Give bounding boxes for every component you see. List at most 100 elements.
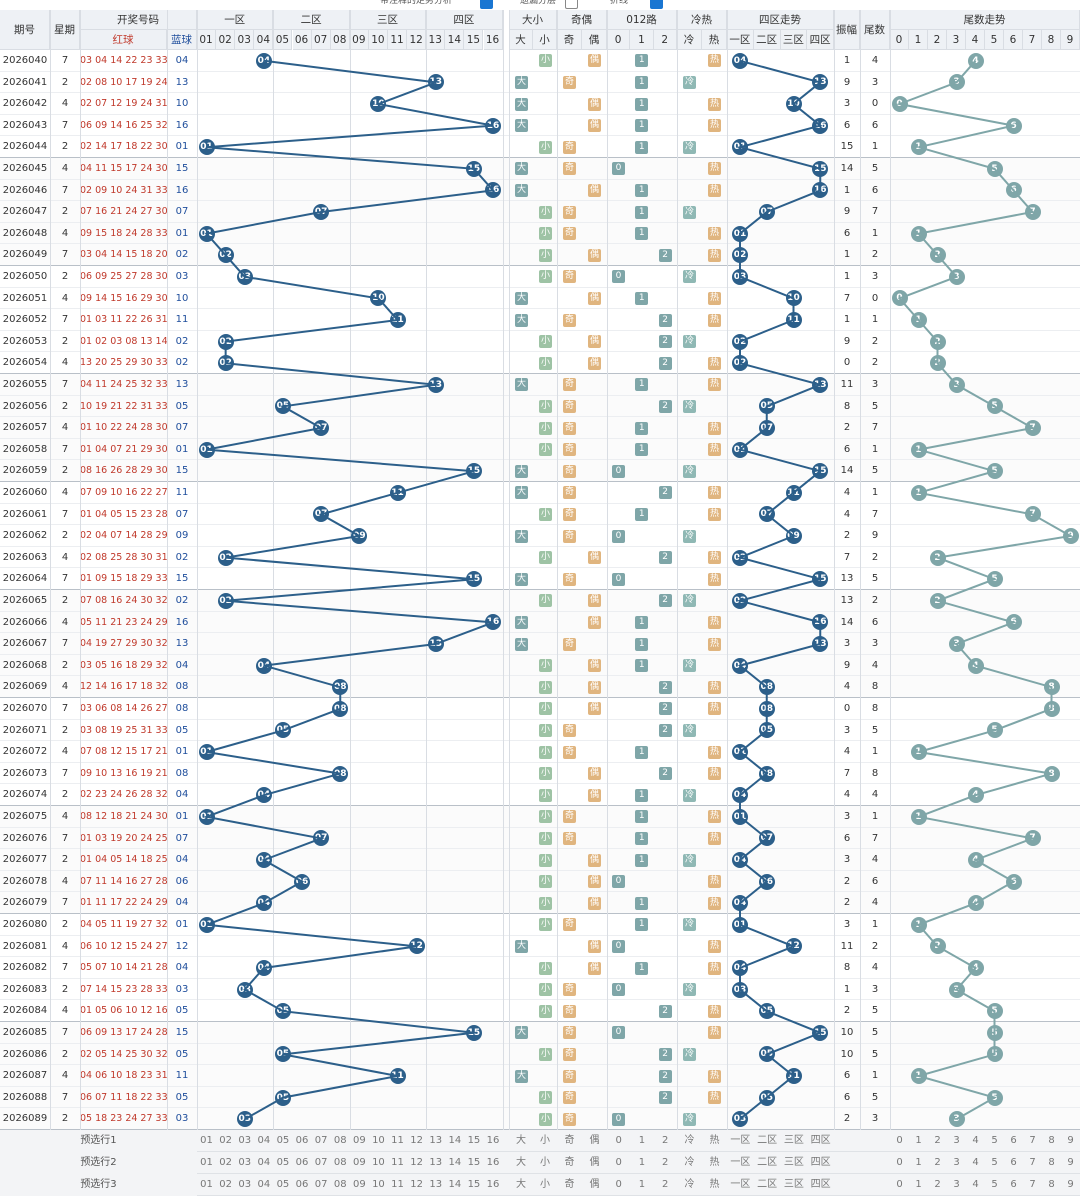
preselect-tail-option[interactable]: 8 bbox=[1048, 1157, 1055, 1168]
preselect-tail-option[interactable]: 8 bbox=[1048, 1135, 1055, 1146]
preselect-zone-option[interactable]: 三区 bbox=[783, 1157, 804, 1168]
preselect-option[interactable]: 偶 bbox=[589, 1157, 600, 1168]
preselect-tail-option[interactable]: 5 bbox=[991, 1157, 998, 1168]
preselect-tail-option[interactable]: 9 bbox=[1067, 1179, 1074, 1190]
preselect-zone-option[interactable]: 一区 bbox=[730, 1179, 751, 1190]
preselect-tail-option[interactable]: 0 bbox=[896, 1179, 903, 1190]
preselect-zone-option[interactable]: 一区 bbox=[730, 1135, 751, 1146]
preselect-blue-option[interactable]: 09 bbox=[352, 1179, 366, 1190]
preselect-blue-option[interactable]: 14 bbox=[448, 1179, 462, 1190]
preselect-blue-option[interactable]: 16 bbox=[486, 1179, 500, 1190]
preselect-option[interactable]: 0 bbox=[615, 1179, 622, 1190]
preselect-option[interactable]: 小 bbox=[540, 1157, 550, 1168]
preselect-blue-option[interactable]: 13 bbox=[429, 1157, 443, 1168]
preselect-blue-option[interactable]: 12 bbox=[410, 1135, 423, 1146]
preselect-blue-option[interactable]: 10 bbox=[372, 1157, 385, 1168]
preselect-option[interactable]: 小 bbox=[540, 1179, 550, 1190]
preselect-blue-option[interactable]: 05 bbox=[276, 1157, 290, 1168]
option-checkbox-0[interactable] bbox=[480, 0, 493, 9]
preselect-tail-option[interactable]: 6 bbox=[1010, 1157, 1017, 1168]
preselect-blue-option[interactable]: 07 bbox=[314, 1157, 328, 1168]
preselect-blue-option[interactable]: 06 bbox=[295, 1179, 309, 1190]
preselect-option[interactable]: 大 bbox=[516, 1157, 526, 1168]
preselect-tail-option[interactable]: 0 bbox=[896, 1157, 903, 1168]
preselect-tail-option[interactable]: 3 bbox=[953, 1135, 960, 1146]
preselect-tail-option[interactable]: 1 bbox=[915, 1157, 922, 1168]
preselect-blue-option[interactable]: 11 bbox=[391, 1179, 404, 1190]
preselect-blue-option[interactable]: 03 bbox=[238, 1135, 252, 1146]
preselect-tail-option[interactable]: 3 bbox=[953, 1179, 960, 1190]
preselect-blue-option[interactable]: 12 bbox=[410, 1179, 423, 1190]
preselect-tail-option[interactable]: 3 bbox=[953, 1157, 960, 1168]
preselect-zone-option[interactable]: 四区 bbox=[810, 1157, 831, 1168]
preselect-blue-option[interactable]: 02 bbox=[219, 1179, 232, 1190]
preselect-tail-option[interactable]: 0 bbox=[896, 1135, 903, 1146]
preselect-tail-option[interactable]: 1 bbox=[915, 1179, 922, 1190]
preselect-option[interactable]: 1 bbox=[638, 1157, 646, 1168]
preselect-blue-option[interactable]: 08 bbox=[333, 1135, 347, 1146]
preselect-tail-option[interactable]: 7 bbox=[1029, 1135, 1036, 1146]
preselect-blue-option[interactable]: 15 bbox=[467, 1135, 481, 1146]
preselect-option[interactable]: 冷 bbox=[684, 1135, 695, 1146]
preselect-blue-option[interactable]: 06 bbox=[295, 1157, 309, 1168]
preselect-option[interactable]: 0 bbox=[615, 1135, 622, 1146]
preselect-blue-option[interactable]: 14 bbox=[448, 1135, 462, 1146]
preselect-blue-option[interactable]: 04 bbox=[257, 1179, 271, 1190]
preselect-row[interactable] bbox=[0, 1152, 1080, 1174]
preselect-row[interactable] bbox=[0, 1130, 1080, 1152]
preselect-option[interactable]: 大 bbox=[516, 1135, 526, 1146]
preselect-tail-option[interactable]: 4 bbox=[972, 1135, 979, 1146]
preselect-tail-option[interactable]: 1 bbox=[915, 1135, 922, 1146]
preselect-option[interactable]: 1 bbox=[638, 1135, 646, 1146]
preselect-option[interactable]: 奇 bbox=[564, 1135, 575, 1146]
preselect-tail-option[interactable]: 6 bbox=[1010, 1135, 1017, 1146]
preselect-blue-option[interactable]: 04 bbox=[257, 1157, 271, 1168]
preselect-zone-option[interactable]: 二区 bbox=[757, 1135, 778, 1146]
preselect-blue-option[interactable]: 09 bbox=[352, 1135, 366, 1146]
preselect-blue-option[interactable]: 11 bbox=[391, 1157, 404, 1168]
preselect-option[interactable]: 0 bbox=[615, 1157, 622, 1168]
preselect-tail-option[interactable]: 5 bbox=[991, 1179, 998, 1190]
preselect-blue-option[interactable]: 06 bbox=[295, 1135, 309, 1146]
preselect-tail-option[interactable]: 7 bbox=[1029, 1157, 1036, 1168]
preselect-tail-option[interactable]: 4 bbox=[972, 1179, 979, 1190]
preselect-option[interactable]: 2 bbox=[662, 1157, 669, 1168]
preselect-blue-option[interactable]: 05 bbox=[276, 1135, 290, 1146]
preselect-blue-option[interactable]: 01 bbox=[200, 1179, 213, 1190]
preselect-tail-option[interactable]: 7 bbox=[1029, 1179, 1036, 1190]
preselect-blue-option[interactable]: 01 bbox=[200, 1135, 213, 1146]
preselect-blue-option[interactable]: 13 bbox=[429, 1135, 443, 1146]
preselect-option[interactable]: 1 bbox=[638, 1179, 646, 1190]
preselect-zone-option[interactable]: 一区 bbox=[730, 1157, 751, 1168]
preselect-blue-option[interactable]: 08 bbox=[333, 1157, 347, 1168]
preselect-blue-option[interactable]: 05 bbox=[276, 1179, 290, 1190]
preselect-tail-option[interactable]: 6 bbox=[1010, 1179, 1017, 1190]
preselect-blue-option[interactable]: 09 bbox=[352, 1157, 366, 1168]
preselect-option[interactable]: 偶 bbox=[589, 1179, 600, 1190]
preselect-option[interactable]: 热 bbox=[709, 1135, 720, 1146]
preselect-tail-option[interactable]: 4 bbox=[972, 1157, 979, 1168]
preselect-blue-option[interactable]: 04 bbox=[257, 1135, 271, 1146]
preselect-blue-option[interactable]: 02 bbox=[219, 1135, 232, 1146]
preselect-blue-option[interactable]: 16 bbox=[486, 1135, 500, 1146]
preselect-zone-option[interactable]: 二区 bbox=[757, 1157, 778, 1168]
preselect-option[interactable]: 热 bbox=[709, 1157, 720, 1168]
preselect-blue-option[interactable]: 11 bbox=[391, 1135, 404, 1146]
preselect-blue-option[interactable]: 16 bbox=[486, 1157, 500, 1168]
preselect-blue-option[interactable]: 15 bbox=[467, 1179, 481, 1190]
preselect-blue-option[interactable]: 01 bbox=[200, 1157, 213, 1168]
preselect-tail-option[interactable]: 2 bbox=[934, 1179, 941, 1190]
preselect-blue-option[interactable]: 07 bbox=[314, 1179, 328, 1190]
preselect-tail-option[interactable]: 5 bbox=[991, 1135, 998, 1146]
preselect-tail-option[interactable]: 9 bbox=[1067, 1135, 1074, 1146]
preselect-zone-option[interactable]: 二区 bbox=[757, 1179, 778, 1190]
preselect-zone-option[interactable]: 三区 bbox=[783, 1179, 804, 1190]
preselect-tail-option[interactable]: 2 bbox=[934, 1135, 941, 1146]
preselect-tail-option[interactable]: 9 bbox=[1067, 1157, 1074, 1168]
preselect-option[interactable]: 大 bbox=[516, 1179, 526, 1190]
preselect-blue-option[interactable]: 08 bbox=[333, 1179, 347, 1190]
preselect-blue-option[interactable]: 14 bbox=[448, 1157, 462, 1168]
preselect-zone-option[interactable]: 三区 bbox=[783, 1135, 804, 1146]
preselect-tail-option[interactable]: 2 bbox=[934, 1157, 941, 1168]
preselect-option[interactable]: 奇 bbox=[564, 1157, 575, 1168]
